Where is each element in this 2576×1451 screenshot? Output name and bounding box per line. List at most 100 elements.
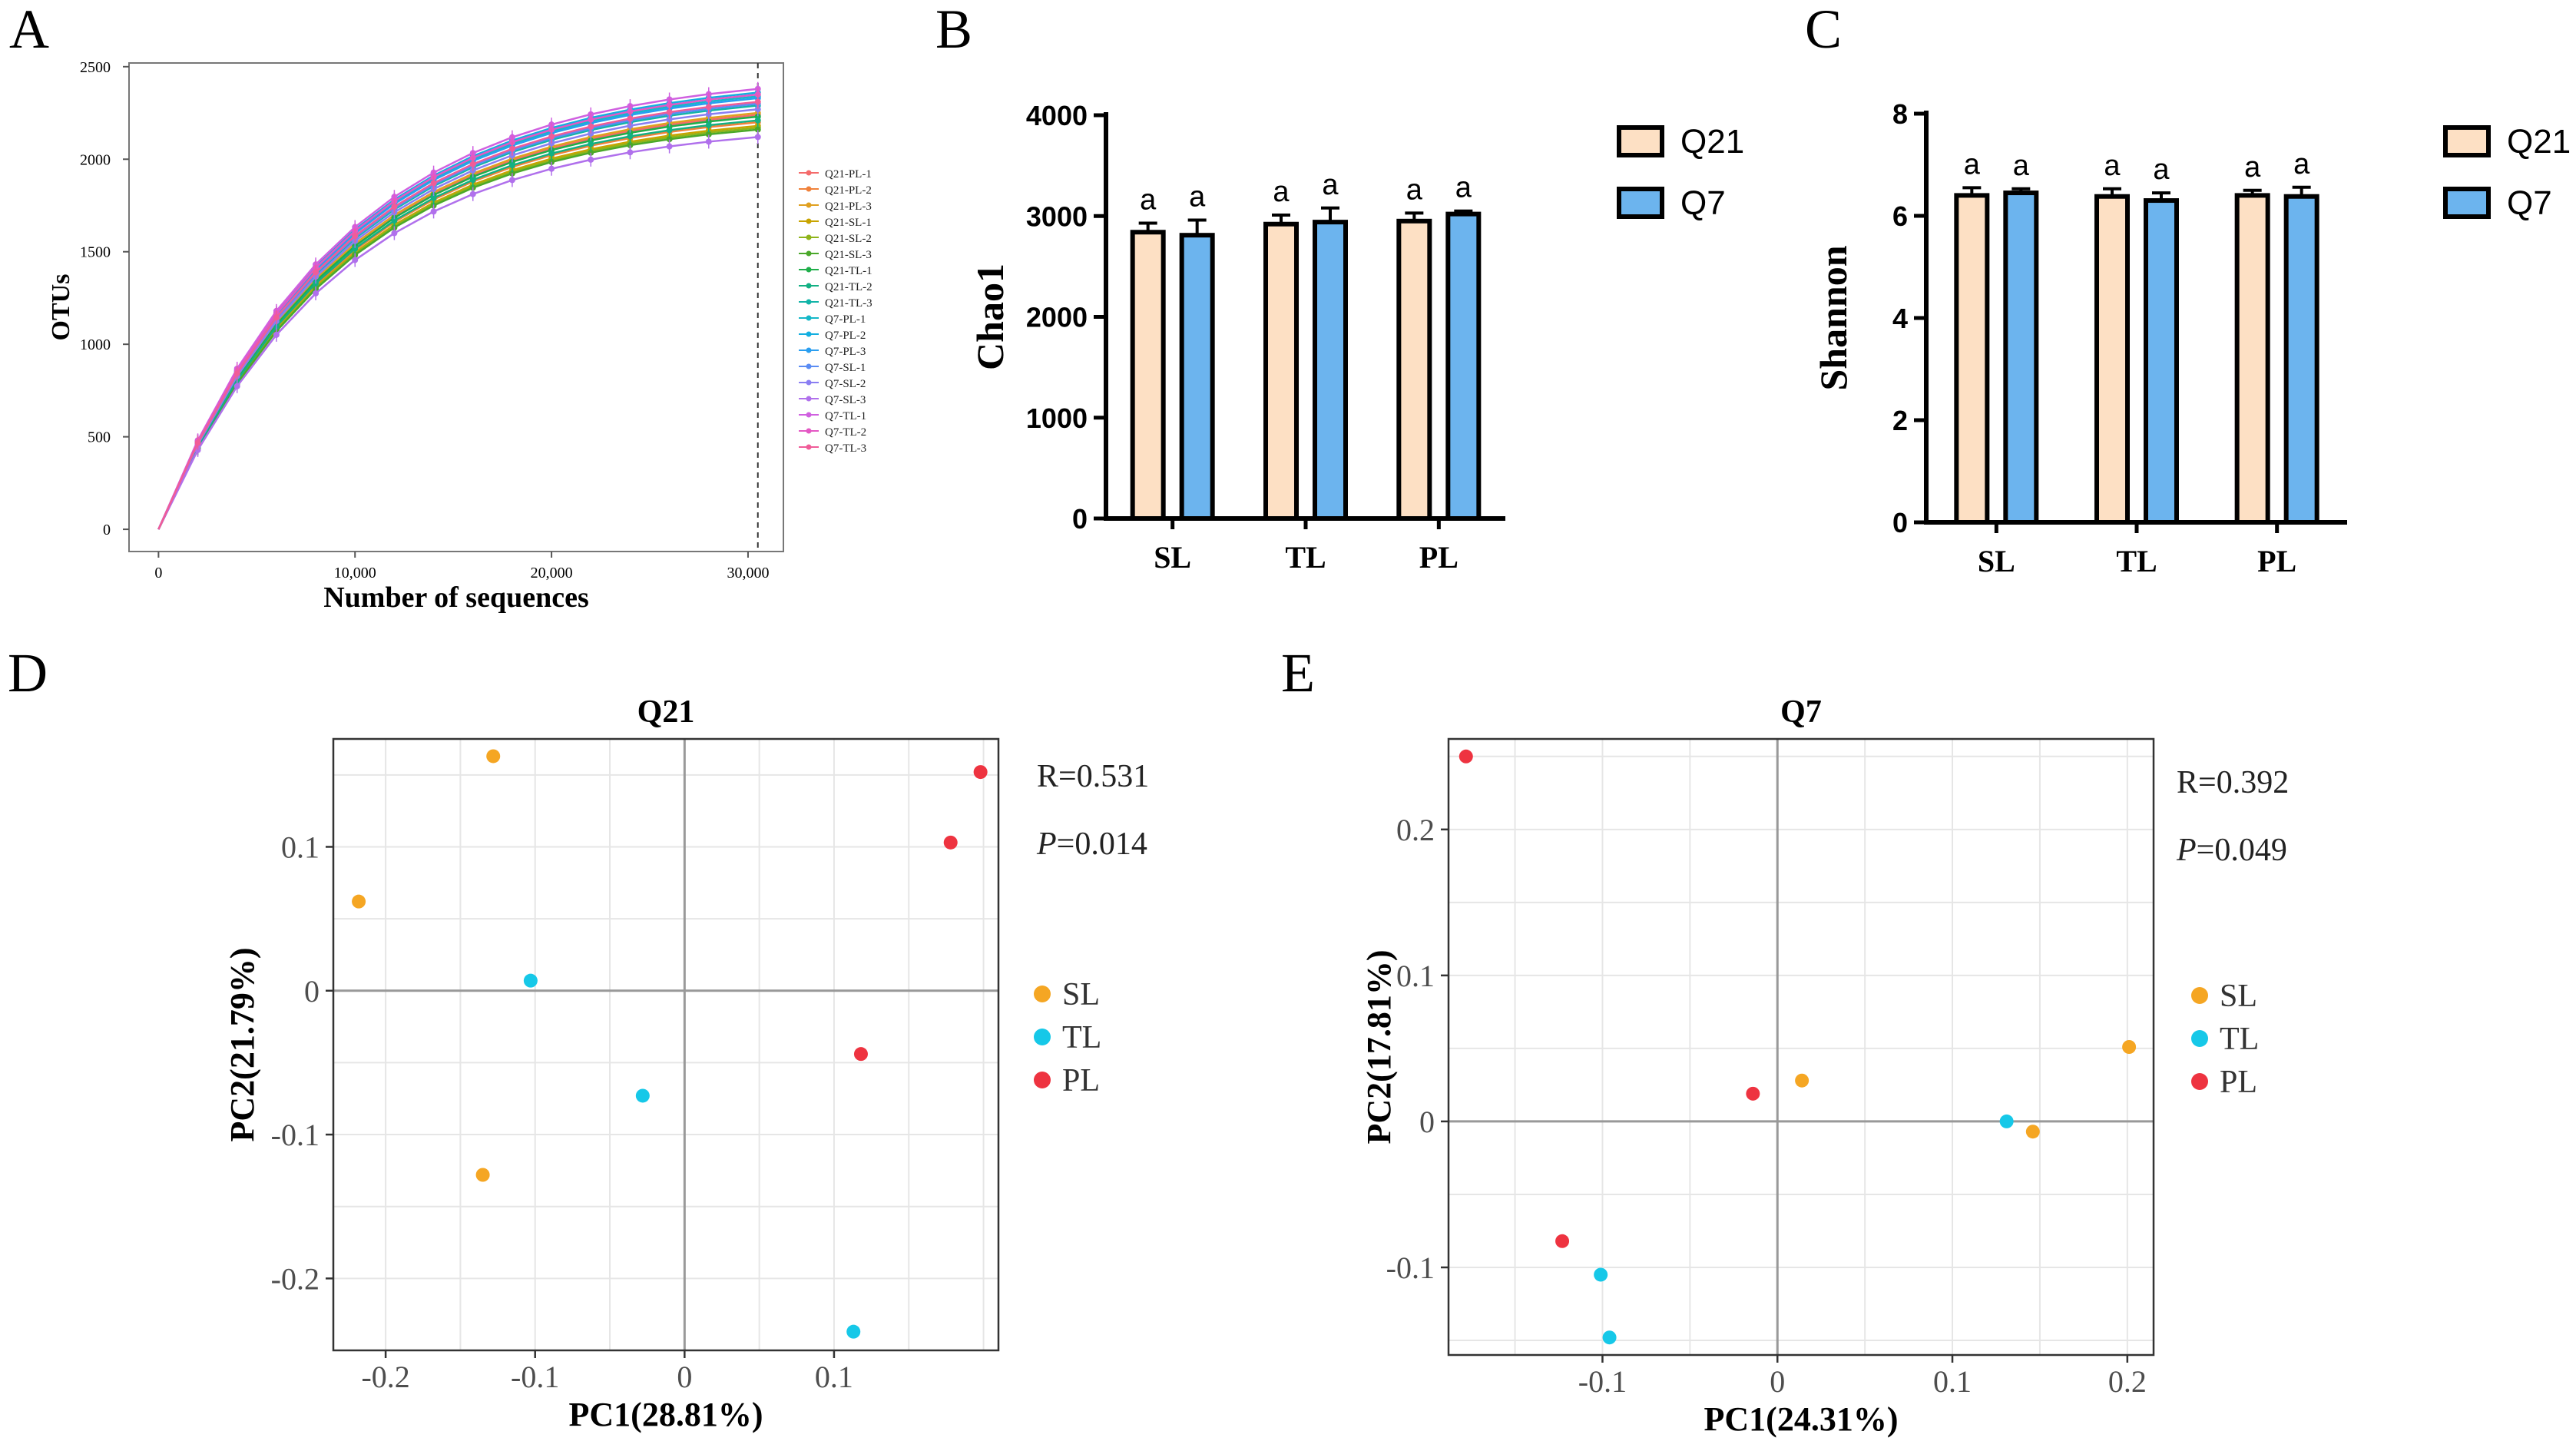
y-tick-label: 0.1 bbox=[281, 830, 320, 864]
y-tick-label: 2500 bbox=[80, 59, 111, 76]
data-point bbox=[508, 177, 515, 184]
data-point bbox=[588, 149, 594, 156]
data-point bbox=[705, 104, 712, 111]
stat-r-value: R=0.531 bbox=[1037, 759, 1149, 794]
legend-label: PL bbox=[1062, 1063, 1100, 1098]
x-tick-label: 0.1 bbox=[815, 1360, 853, 1394]
y-axis-title: PC2(17.81%) bbox=[1360, 950, 1398, 1145]
legend-marker bbox=[806, 234, 812, 240]
legend-marker bbox=[806, 412, 812, 418]
plot-frame bbox=[332, 737, 1000, 1352]
significance-letter: a bbox=[2293, 148, 2310, 181]
panel-d-pca-q21: -0.2 -0.1 0 0.1 -0.2 -0.1 0 0.1 Q21 PC1(28.81%) PC… bbox=[223, 694, 1149, 1433]
scatter-point-tl bbox=[523, 973, 538, 988]
x-tick-label: 20,000 bbox=[531, 565, 573, 581]
data-point bbox=[588, 123, 594, 130]
x-tick-label: 10,000 bbox=[334, 565, 376, 581]
data-point bbox=[705, 122, 712, 129]
panel-label-c: C bbox=[1805, 0, 1842, 60]
panel-a-rarefaction-chart: 0 500 1000 1500 2000 2500 0 10,000 20,000 30,000 N… bbox=[47, 59, 872, 614]
legend-marker bbox=[806, 396, 812, 402]
data-point bbox=[627, 122, 634, 129]
rarefaction-line bbox=[157, 111, 758, 530]
rarefaction-line bbox=[157, 119, 758, 530]
legend-label: Q21-PL-2 bbox=[825, 184, 872, 197]
data-point bbox=[313, 290, 320, 296]
legend-marker-tl bbox=[1034, 1029, 1051, 1045]
legend-label: Q7-PL-2 bbox=[825, 330, 866, 342]
panel-label-a: A bbox=[9, 0, 49, 60]
legend-marker bbox=[806, 363, 812, 369]
legend-swatch-q7 bbox=[1617, 187, 1664, 219]
legend-marker bbox=[806, 283, 812, 289]
legend-marker bbox=[806, 331, 812, 337]
scatter-point-tl bbox=[1999, 1114, 2014, 1128]
data-point bbox=[627, 115, 634, 122]
x-tick-label: 0.1 bbox=[1933, 1364, 1972, 1399]
legend-marker bbox=[806, 202, 812, 208]
legend-label: Q21-SL-3 bbox=[825, 249, 872, 261]
data-point bbox=[705, 96, 712, 103]
data-point bbox=[588, 130, 594, 137]
x-tick-label: TL bbox=[1285, 540, 1326, 575]
data-point bbox=[352, 233, 359, 240]
legend-label: Q21 bbox=[2507, 123, 2571, 161]
data-point bbox=[588, 141, 594, 147]
significance-letter: a bbox=[1273, 176, 1290, 208]
scatter-point-tl bbox=[846, 1324, 861, 1339]
bar-q7-tl bbox=[1313, 220, 1348, 521]
x-tick-label: -0.1 bbox=[511, 1360, 559, 1394]
panel-label-e: E bbox=[1281, 642, 1315, 704]
data-point bbox=[588, 116, 594, 123]
p-number: =0.049 bbox=[2197, 833, 2287, 868]
data-point bbox=[627, 108, 634, 115]
y-tick-label: -0.1 bbox=[271, 1118, 320, 1152]
legend-label: Q7-TL-3 bbox=[825, 442, 866, 455]
x-tick-label: SL bbox=[1154, 540, 1191, 575]
panel-label-d: D bbox=[8, 642, 48, 704]
data-point bbox=[430, 194, 437, 201]
scatter-point-sl bbox=[2025, 1125, 2040, 1139]
data-point bbox=[352, 257, 359, 263]
legend-label: PL bbox=[2220, 1065, 2257, 1100]
y-axis-title: Shannon bbox=[1812, 245, 1855, 390]
data-point bbox=[430, 208, 437, 215]
bar-q21-sl bbox=[1130, 230, 1166, 521]
y-tick-label: 2 bbox=[1892, 405, 1908, 436]
data-point bbox=[705, 131, 712, 137]
data-point bbox=[666, 143, 673, 150]
legend-label: Q7 bbox=[1680, 184, 1726, 222]
legend-marker bbox=[806, 218, 812, 224]
legend-label: Q21-SL-1 bbox=[825, 217, 872, 229]
scatter-point-tl bbox=[635, 1088, 650, 1103]
legend-label: Q7-SL-1 bbox=[825, 362, 866, 374]
legend-swatch-q7 bbox=[2443, 187, 2491, 219]
scatter-point-pl bbox=[1555, 1234, 1570, 1248]
rarefaction-line bbox=[157, 91, 758, 530]
chart-title: Q21 bbox=[637, 694, 695, 730]
rarefaction-line bbox=[157, 101, 758, 530]
legend-label: SL bbox=[1062, 977, 1100, 1012]
legend-marker bbox=[806, 250, 812, 257]
data-point bbox=[508, 145, 515, 152]
significance-letter: a bbox=[1140, 184, 1157, 216]
rarefaction-line bbox=[157, 93, 758, 530]
y-tick-label: 0 bbox=[1419, 1105, 1435, 1139]
legend-label: Q7-TL-1 bbox=[825, 410, 866, 422]
data-point bbox=[313, 269, 320, 276]
data-point bbox=[233, 383, 240, 389]
rarefaction-line bbox=[157, 108, 758, 530]
scatter-point-sl bbox=[2122, 1040, 2137, 1054]
legend-marker bbox=[806, 186, 812, 192]
y-tick-label: 1000 bbox=[80, 336, 111, 353]
data-point bbox=[754, 106, 761, 113]
x-tick-label: 0 bbox=[1770, 1364, 1785, 1399]
data-point bbox=[508, 162, 515, 169]
bar-q7-pl bbox=[2283, 194, 2319, 525]
significance-letter: a bbox=[1322, 169, 1339, 201]
x-tick-label: 30,000 bbox=[727, 565, 769, 581]
legend-marker bbox=[806, 170, 812, 176]
bar-q21-pl bbox=[2234, 193, 2270, 525]
x-tick-label: 0 bbox=[677, 1360, 692, 1394]
